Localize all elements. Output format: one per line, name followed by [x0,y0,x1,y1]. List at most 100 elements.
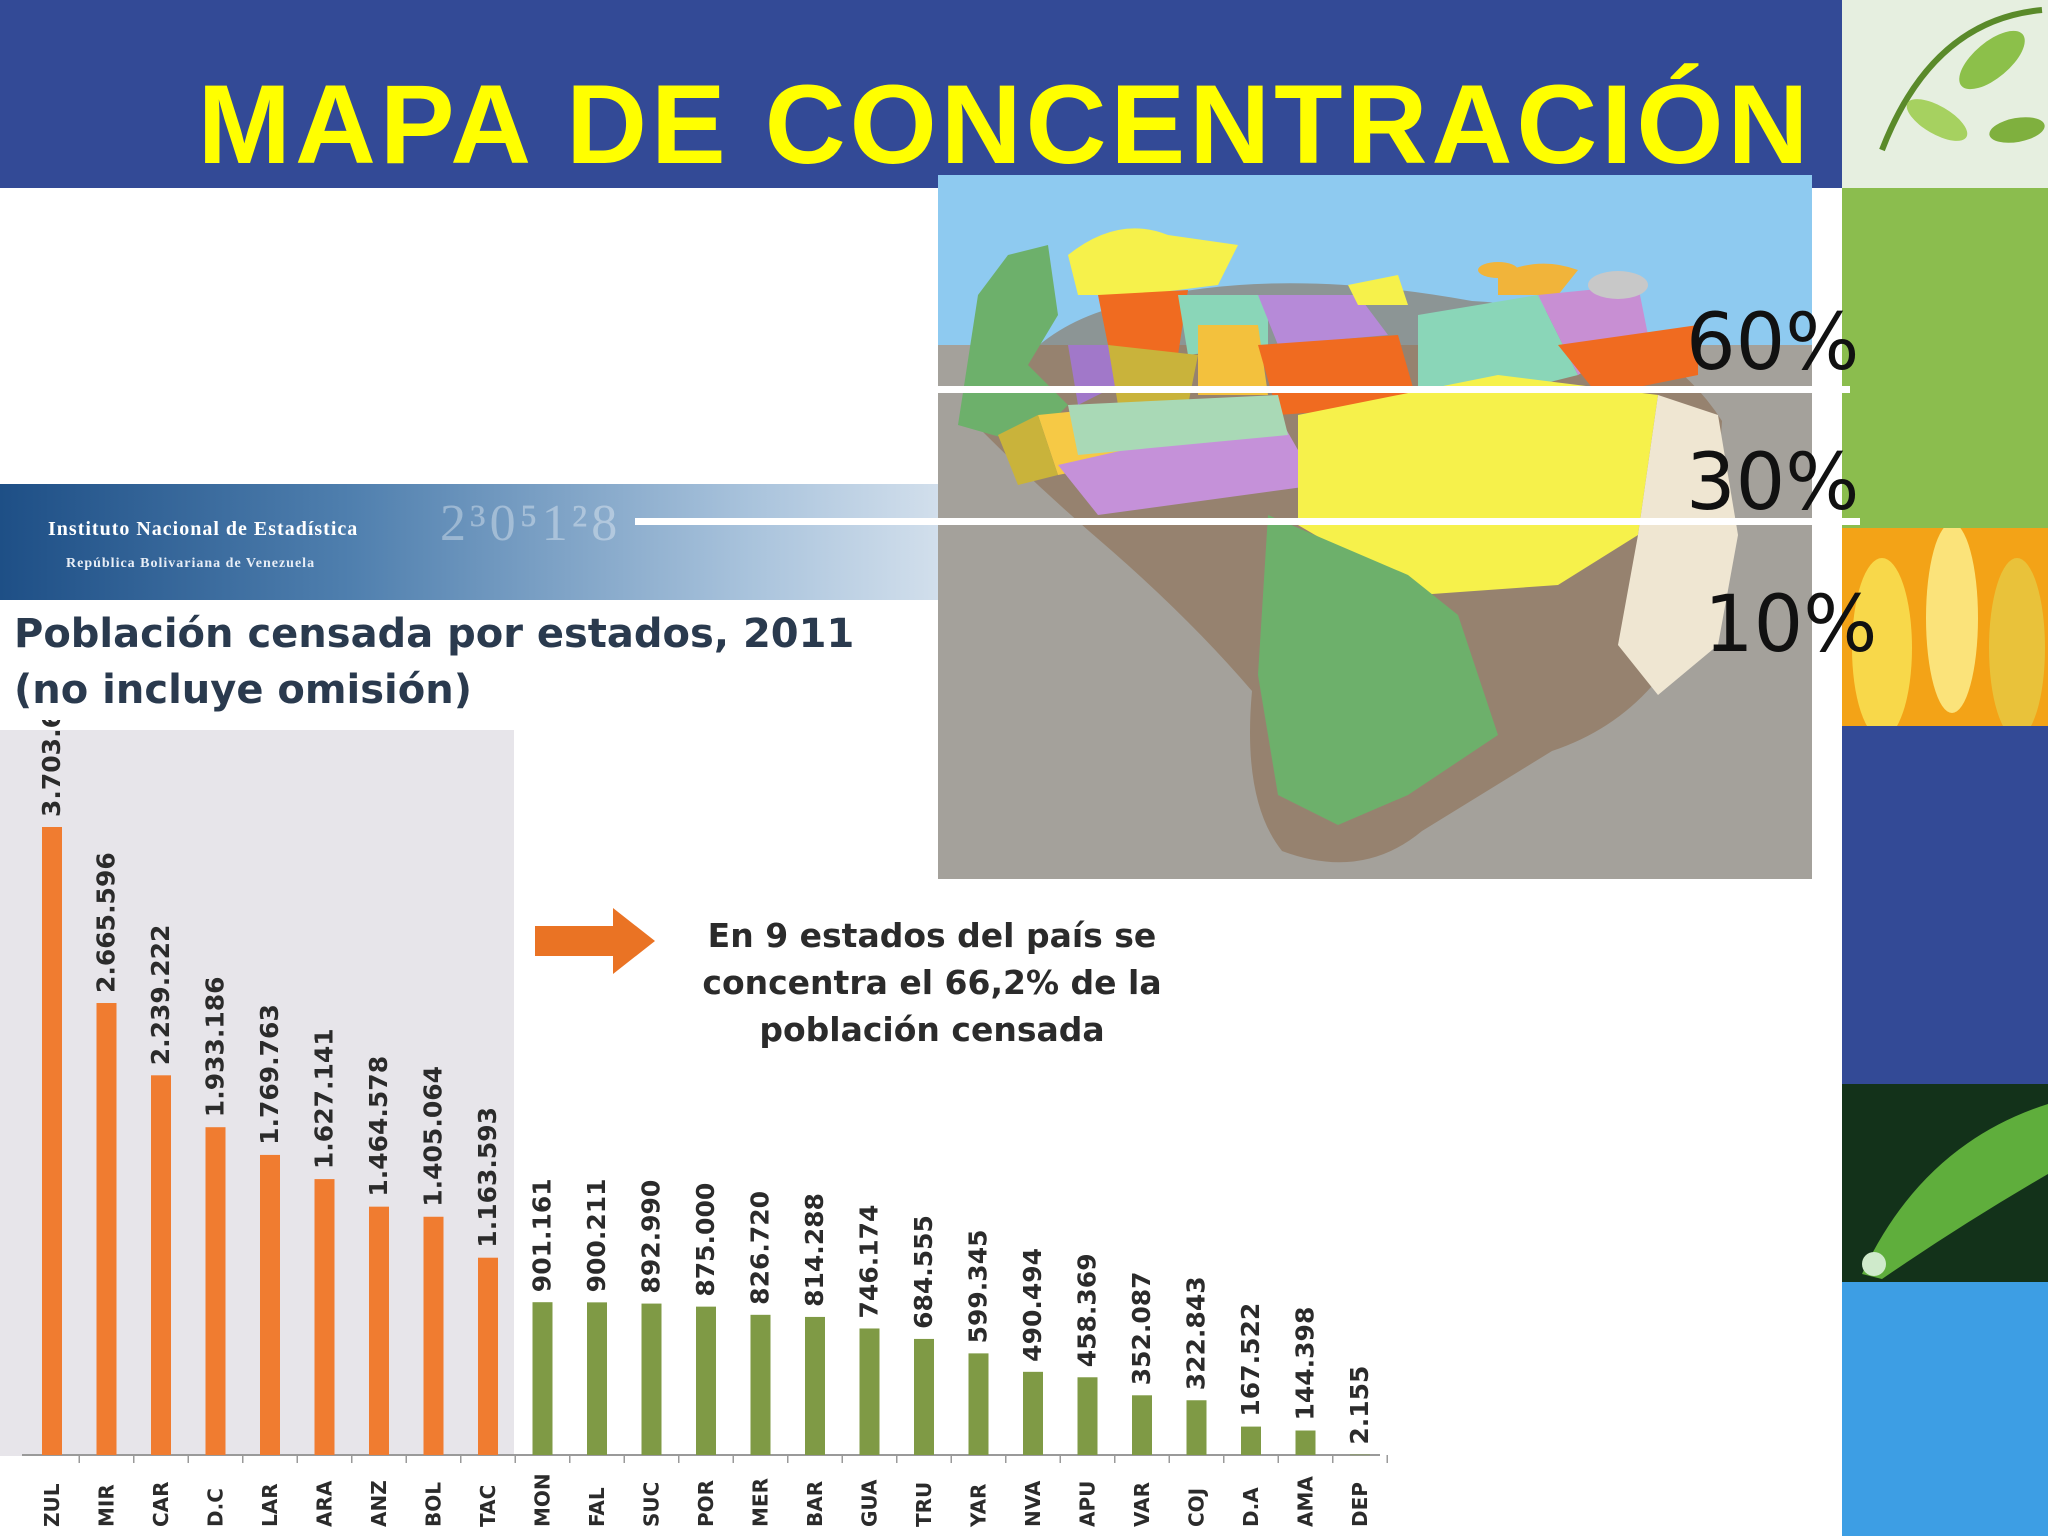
annotation-text: En 9 estados del país se concentra el 66… [672,912,1192,1053]
bar-tru [914,1338,934,1455]
bar-apu [1077,1377,1098,1455]
value-label: 1.464.578 [364,1056,393,1197]
band-label-30: 30% [1686,438,1860,528]
value-label: 1.163.593 [473,1107,502,1248]
bar-nva [1023,1371,1043,1455]
bar-bar [805,1316,825,1455]
bar-lar [260,1154,280,1455]
bar-fal [587,1302,607,1455]
category-label: TRU [912,1482,936,1527]
category-label: APU [1076,1481,1100,1527]
value-label: 490.494 [1018,1248,1047,1362]
category-label: LAR [258,1483,282,1527]
category-label: DEP [1348,1482,1372,1527]
bar-mon [532,1302,553,1455]
category-label: ARA [313,1480,337,1527]
bar-dc [205,1127,226,1455]
value-label: 875.000 [691,1183,720,1297]
value-label: 2.155 [1345,1366,1374,1445]
category-label: COJ [1185,1488,1209,1527]
category-label: SUC [640,1482,664,1527]
bar-chart: 3.703.639 ZUL 2.665.596 MIR 2.239.222 CAR 1.93… [22,720,1388,1528]
side-panel-blue [1842,726,2048,1084]
bar-zul [42,827,62,1455]
value-label: 826.720 [746,1191,775,1305]
annotation-line: población censada [759,1010,1105,1049]
venezuela-map-graphic [938,175,1812,863]
bar-coj [1186,1400,1207,1455]
bar-anz [369,1206,389,1455]
category-label: MIR [95,1484,119,1527]
category-label: BAR [803,1481,827,1527]
value-label: 900.211 [582,1178,611,1292]
ine-subtitle: República Bolivariana de Venezuela [66,556,316,571]
band-label-10: 10% [1704,580,1878,670]
bar-yar [968,1353,989,1455]
category-label: VAR [1130,1482,1154,1527]
value-label: 2.665.596 [92,852,121,993]
category-label: AMA [1294,1476,1318,1527]
annotation-line: En 9 estados del país se [707,916,1157,955]
side-panel-green [1842,188,2048,528]
side-panel-lightblue [1842,1282,2048,1536]
category-label: NVA [1021,1480,1045,1527]
value-label: 1.405.064 [419,1066,448,1207]
value-label: 684.555 [909,1215,938,1329]
value-label: 599.345 [964,1229,993,1343]
band-label-60: 60% [1686,298,1860,388]
tulip-decoration [1842,528,2048,726]
value-label: 144.398 [1291,1307,1320,1421]
value-label: 814.288 [800,1193,829,1307]
arrow-right-icon [535,908,655,974]
value-label: 352.087 [1127,1271,1156,1385]
chart-subtitle: (no incluye omisión) [14,667,473,713]
bar-tac [478,1257,498,1455]
value-label: 1.933.186 [201,976,230,1117]
ine-digits-decoration: 2³0⁵1²8 [440,495,622,552]
category-label: D.C [204,1488,228,1527]
value-label: 746.174 [855,1205,884,1319]
bar-dep [1350,1454,1370,1456]
value-label: 458.369 [1073,1253,1102,1367]
bar-mir [96,1003,117,1455]
ine-header-banner: Instituto Nacional de Estadística Repúbl… [0,484,1000,600]
bar-car [151,1075,171,1455]
chart-title-line: Población censada por estados, 2011 [14,611,855,657]
slide-title: MAPA DE CONCENTRACIÓN [197,62,1813,187]
category-label: FAL [585,1487,609,1527]
value-label: 1.769.763 [255,1004,284,1145]
bar-ama [1295,1430,1316,1455]
bar-da [1241,1426,1261,1455]
chart-title: Población censada por estados, 2011 (no … [14,606,854,718]
value-label: 901.161 [528,1178,557,1292]
category-label: BOL [422,1482,446,1527]
value-label: 167.522 [1236,1303,1265,1417]
ine-logo-text: Instituto Nacional de Estadística [48,518,359,540]
bar-por [696,1306,716,1455]
category-label: D.A [1239,1487,1263,1527]
bar-mer [750,1314,771,1455]
value-label: 322.843 [1182,1276,1211,1390]
leaf-decoration-top [1842,0,2048,188]
category-label: CAR [149,1481,173,1527]
value-label: 3.703.639 [37,720,66,817]
category-label: TAC [476,1485,500,1527]
value-label: 892.990 [637,1180,666,1294]
category-label: POR [694,1480,718,1527]
category-label: MER [749,1478,773,1527]
bar-gua [859,1328,880,1455]
bar-ara [314,1179,335,1455]
band-divider-30-10 [635,518,1860,525]
category-label: ANZ [367,1480,391,1527]
bar-suc [641,1303,662,1455]
venezuela-map [938,175,1812,879]
category-label: ZUL [40,1483,64,1527]
value-label: 2.239.222 [146,925,175,1066]
category-label: GUA [858,1479,882,1527]
band-divider-60-30 [935,386,1850,393]
value-label: 1.627.141 [310,1028,339,1169]
category-label: YAR [967,1484,991,1528]
leaf-drop-decoration [1842,1084,2048,1282]
bar-bol [423,1216,444,1455]
bar-var [1132,1395,1152,1455]
